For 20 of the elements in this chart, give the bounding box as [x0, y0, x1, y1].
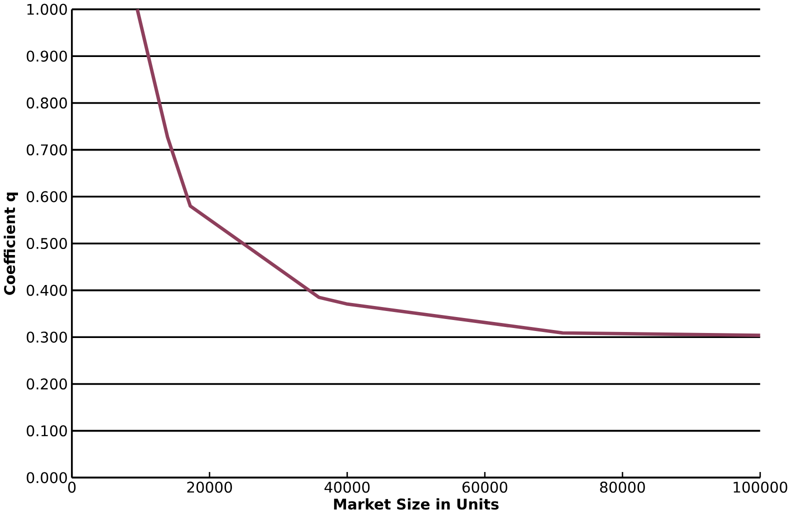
y-tick-label: 0.000 — [26, 472, 67, 484]
y-tick-label: 0.500 — [26, 238, 67, 249]
y-axis-title: Coefficient q — [4, 192, 18, 295]
y-tick-label: 0.700 — [26, 144, 67, 156]
x-tick-label: 40000 — [324, 481, 370, 493]
x-tick-label: 100000 — [734, 481, 788, 493]
y-tick-label: 0.100 — [26, 425, 67, 436]
y-tick-label: 0.300 — [26, 331, 67, 343]
x-axis-title: Market Size in Units — [334, 498, 499, 510]
y-tick-label: 0.600 — [26, 190, 67, 202]
y-tick-label: 0.800 — [26, 97, 67, 108]
y-tick-label: 0.400 — [26, 284, 67, 296]
line-series — [136, 7, 762, 337]
x-tick-label: 20000 — [187, 481, 232, 493]
y-tick-label: 0.900 — [26, 50, 67, 62]
x-tick-label: 80000 — [600, 481, 645, 493]
x-tick-label: 0 — [68, 481, 76, 493]
x-tick-label: 60000 — [462, 481, 508, 493]
y-tick-label: 1.000 — [27, 4, 67, 15]
y-tick-label: 0.200 — [26, 378, 67, 390]
